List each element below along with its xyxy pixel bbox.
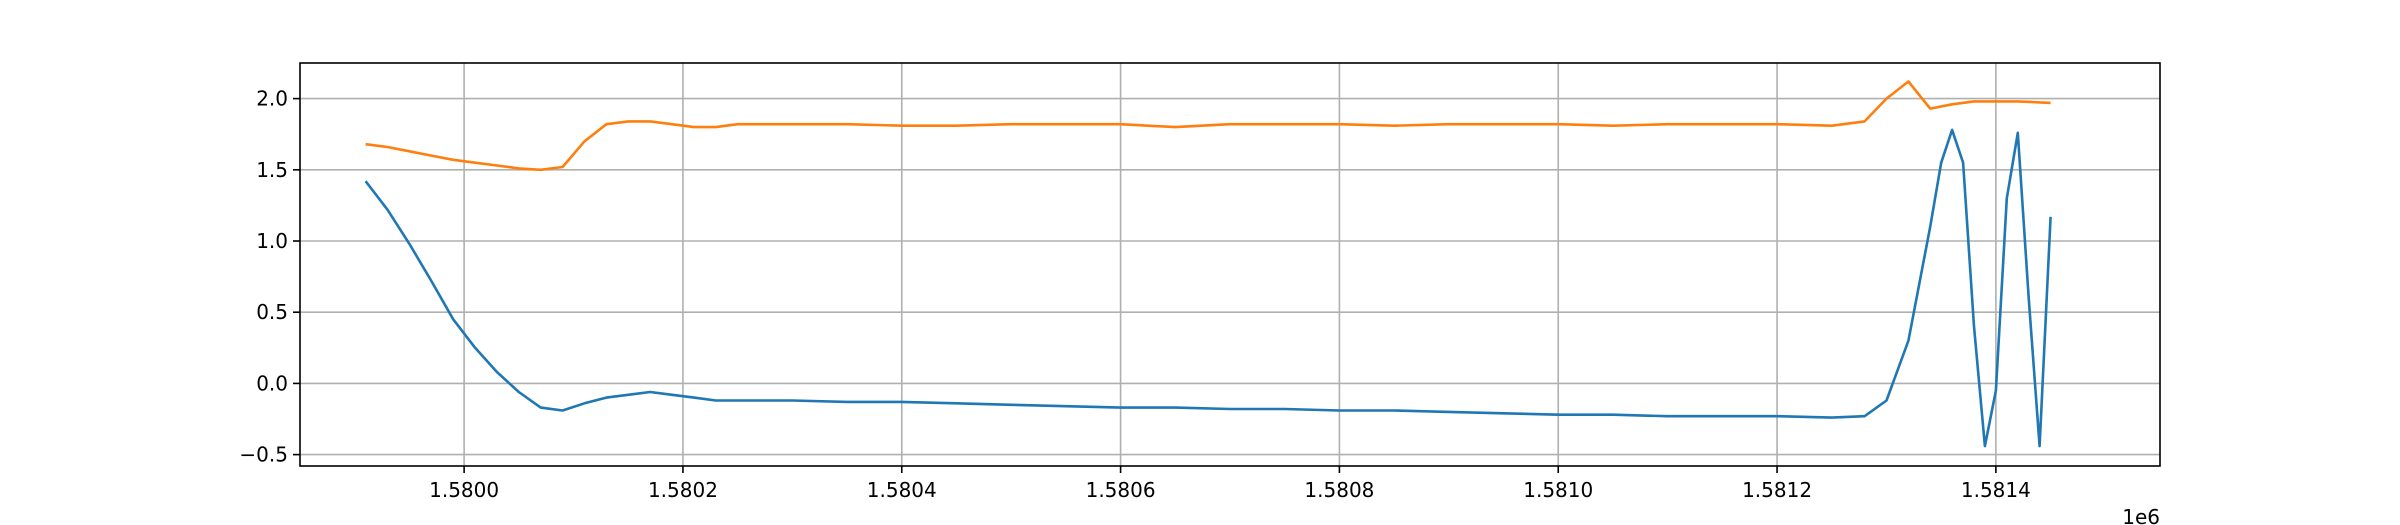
grid xyxy=(300,63,2160,466)
x-tick-label: 1.5812 xyxy=(1742,478,1812,502)
x-tick-label: 1.5804 xyxy=(867,478,937,502)
y-tick-label: −0.5 xyxy=(239,443,288,467)
y-tick-label: 0.0 xyxy=(256,371,288,395)
x-tick-label: 1.5802 xyxy=(648,478,718,502)
plot-frame xyxy=(299,62,2161,467)
y-tick-label: 1.0 xyxy=(256,229,288,253)
series-lines xyxy=(364,80,2052,448)
y-tick-label: 0.5 xyxy=(256,300,288,324)
y-tick-label: 1.5 xyxy=(256,158,288,182)
x-tick-label: 1.5806 xyxy=(1086,478,1156,502)
series-line-1 xyxy=(364,128,2052,448)
x-tick-label: 1.5810 xyxy=(1523,478,1593,502)
x-axis: 1.5800 1.5802 1.5804 1.5806 1.5808 1.5810 1.58… xyxy=(429,466,2031,502)
y-tick-label: 2.0 xyxy=(256,87,288,111)
x-tick-label: 1.5808 xyxy=(1304,478,1374,502)
series-line-2 xyxy=(365,80,2051,172)
x-axis-offset-label: 1e6 xyxy=(2122,505,2160,525)
x-tick-label: 1.5800 xyxy=(429,478,499,502)
x-tick-label: 1.5814 xyxy=(1961,478,2031,502)
y-axis: −0.5 0.0 0.5 1.0 1.5 2.0 xyxy=(239,87,300,467)
